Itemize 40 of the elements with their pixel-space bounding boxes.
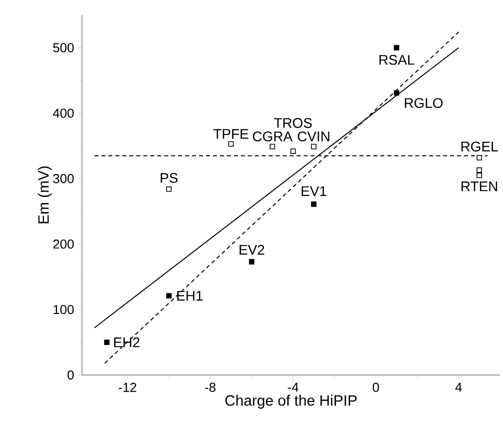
point xyxy=(476,167,482,173)
point xyxy=(311,144,316,150)
point xyxy=(476,172,482,178)
y-tick-label: 400 xyxy=(52,108,74,118)
annotation: TPFE xyxy=(213,129,248,139)
point xyxy=(166,186,172,192)
y-tick-label: 100 xyxy=(54,304,74,314)
x-tick-label: -12 xyxy=(118,382,136,392)
point xyxy=(394,90,400,96)
annotation: EH1 xyxy=(177,291,203,301)
x-axis-title: Charge of the HiPIP xyxy=(225,394,357,409)
annotation: EV2 xyxy=(240,244,264,255)
point xyxy=(476,154,482,160)
y-tick-label: 500 xyxy=(53,43,74,52)
point xyxy=(104,340,110,345)
x-tick-label: 4 xyxy=(455,382,462,392)
annotation: EV1 xyxy=(302,186,326,196)
point xyxy=(311,201,316,207)
x-tick-label: 0 xyxy=(372,382,379,392)
annotation: TROS xyxy=(274,118,312,128)
x-tick-label: -4 xyxy=(288,382,298,392)
y-axis-title: Em (mV) xyxy=(38,166,52,224)
y-tick-label: 300 xyxy=(53,174,74,184)
annotation: CVIN xyxy=(298,131,330,142)
annotation: PS xyxy=(160,173,178,183)
point xyxy=(248,259,254,264)
annotation: RGLO xyxy=(404,98,443,108)
point xyxy=(270,144,276,150)
x-tick-label: -8 xyxy=(205,382,216,392)
y-tick-label: 0 xyxy=(68,370,74,380)
point xyxy=(290,148,296,154)
annotation: EH2 xyxy=(114,337,140,348)
y-tick-label: 200 xyxy=(53,240,74,249)
annotation: RGEL xyxy=(461,142,498,152)
annotation: CGRA xyxy=(252,131,293,142)
point xyxy=(228,141,234,147)
annotation: RSAL xyxy=(379,54,414,65)
point xyxy=(394,45,400,50)
point xyxy=(166,293,172,298)
annotation: RTEN xyxy=(462,182,498,192)
